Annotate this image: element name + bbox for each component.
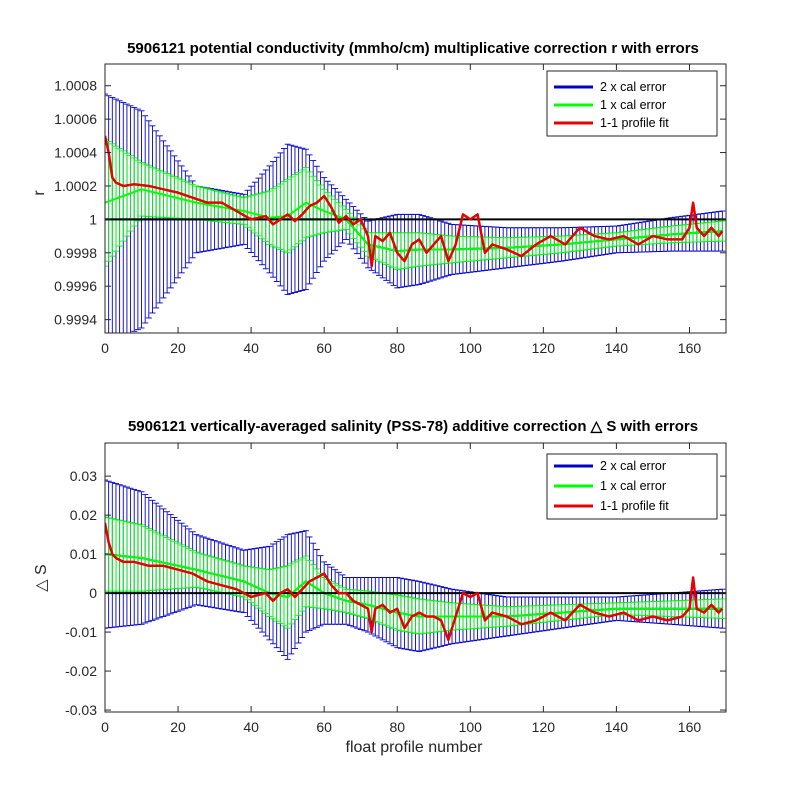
legend: 2 x cal error 1 x cal error 1-1 profile … — [546, 70, 718, 137]
y-tick-label: 0 — [89, 585, 97, 601]
y-tick-label: 1.0008 — [54, 78, 97, 94]
x-tick-label: 140 — [605, 340, 629, 356]
y-tick-label: 0.9998 — [54, 245, 97, 261]
conductivity-correction-chart: 5906121 potential conductivity (mmho/cm)… — [31, 40, 727, 356]
x-tick-label: 80 — [389, 340, 405, 356]
y-tick-label: 0.9994 — [54, 312, 97, 328]
y-tick-label: 0.9996 — [54, 278, 97, 294]
profile-fit-line — [105, 522, 724, 642]
axes-frame — [104, 442, 727, 713]
legend-label-2x-cal-error: 2 x cal error — [600, 459, 666, 473]
x-tick-label: 140 — [605, 719, 629, 735]
x-tick-label: 120 — [532, 340, 556, 356]
y-tick-label: 1.0006 — [54, 111, 97, 127]
x-tick-label: 40 — [243, 719, 259, 735]
x-tick-label: 0 — [101, 340, 109, 356]
x-tick-label: 100 — [459, 340, 483, 356]
y-tick-label: 1 — [89, 211, 97, 227]
legend-label-1x-cal-error: 1 x cal error — [600, 98, 666, 112]
x-tick-label: 20 — [170, 719, 186, 735]
y-tick-label: -0.01 — [65, 624, 97, 640]
data-layer — [105, 479, 726, 660]
salinity-correction-chart: 5906121 vertically-averaged salinity (PS… — [33, 418, 727, 756]
legend-label-profile-fit: 1-1 profile fit — [600, 116, 669, 130]
x-axis-label: float profile number — [346, 739, 484, 756]
x-tick-label: 60 — [316, 719, 332, 735]
y-axis-label: △ S — [33, 564, 50, 591]
y-tick-label: 0.01 — [70, 546, 97, 562]
y-tick-label: 0.03 — [70, 468, 97, 484]
legend: 2 x cal error 1 x cal error 1-1 profile … — [546, 453, 718, 520]
y-axis-label: r — [31, 190, 48, 196]
plot-area: 0 20 40 60 80 100 120 140 160 -0.03 -0.02 -0.01 0 0.0… — [65, 442, 727, 735]
y-tick-label: -0.03 — [65, 702, 97, 718]
x-tick-label: 60 — [316, 340, 332, 356]
x-tick-label: 0 — [101, 719, 109, 735]
x-tick-label: 160 — [678, 340, 702, 356]
y-tick-label: -0.02 — [65, 663, 97, 679]
error-center-line — [105, 188, 723, 253]
profile-fit-line — [105, 135, 724, 268]
axes-frame — [104, 63, 727, 334]
legend-label-1x-cal-error: 1 x cal error — [600, 479, 666, 493]
x-tick-label: 20 — [170, 340, 186, 356]
chart-title: 5906121 vertically-averaged salinity (PS… — [128, 418, 698, 435]
y-tick-label: 1.0004 — [54, 145, 97, 161]
x-tick-label: 160 — [678, 719, 702, 735]
x-tick-label: 80 — [389, 719, 405, 735]
legend-label-2x-cal-error: 2 x cal error — [600, 80, 666, 94]
x-tick-label: 120 — [532, 719, 556, 735]
chart-title: 5906121 potential conductivity (mmho/cm)… — [127, 40, 699, 57]
data-layer — [105, 93, 726, 333]
x-tick-label: 40 — [243, 340, 259, 356]
y-tick-label: 0.02 — [70, 507, 97, 523]
y-tick-label: 1.0002 — [54, 178, 97, 194]
x-tick-label: 100 — [459, 719, 483, 735]
legend-label-profile-fit: 1-1 profile fit — [600, 499, 669, 513]
